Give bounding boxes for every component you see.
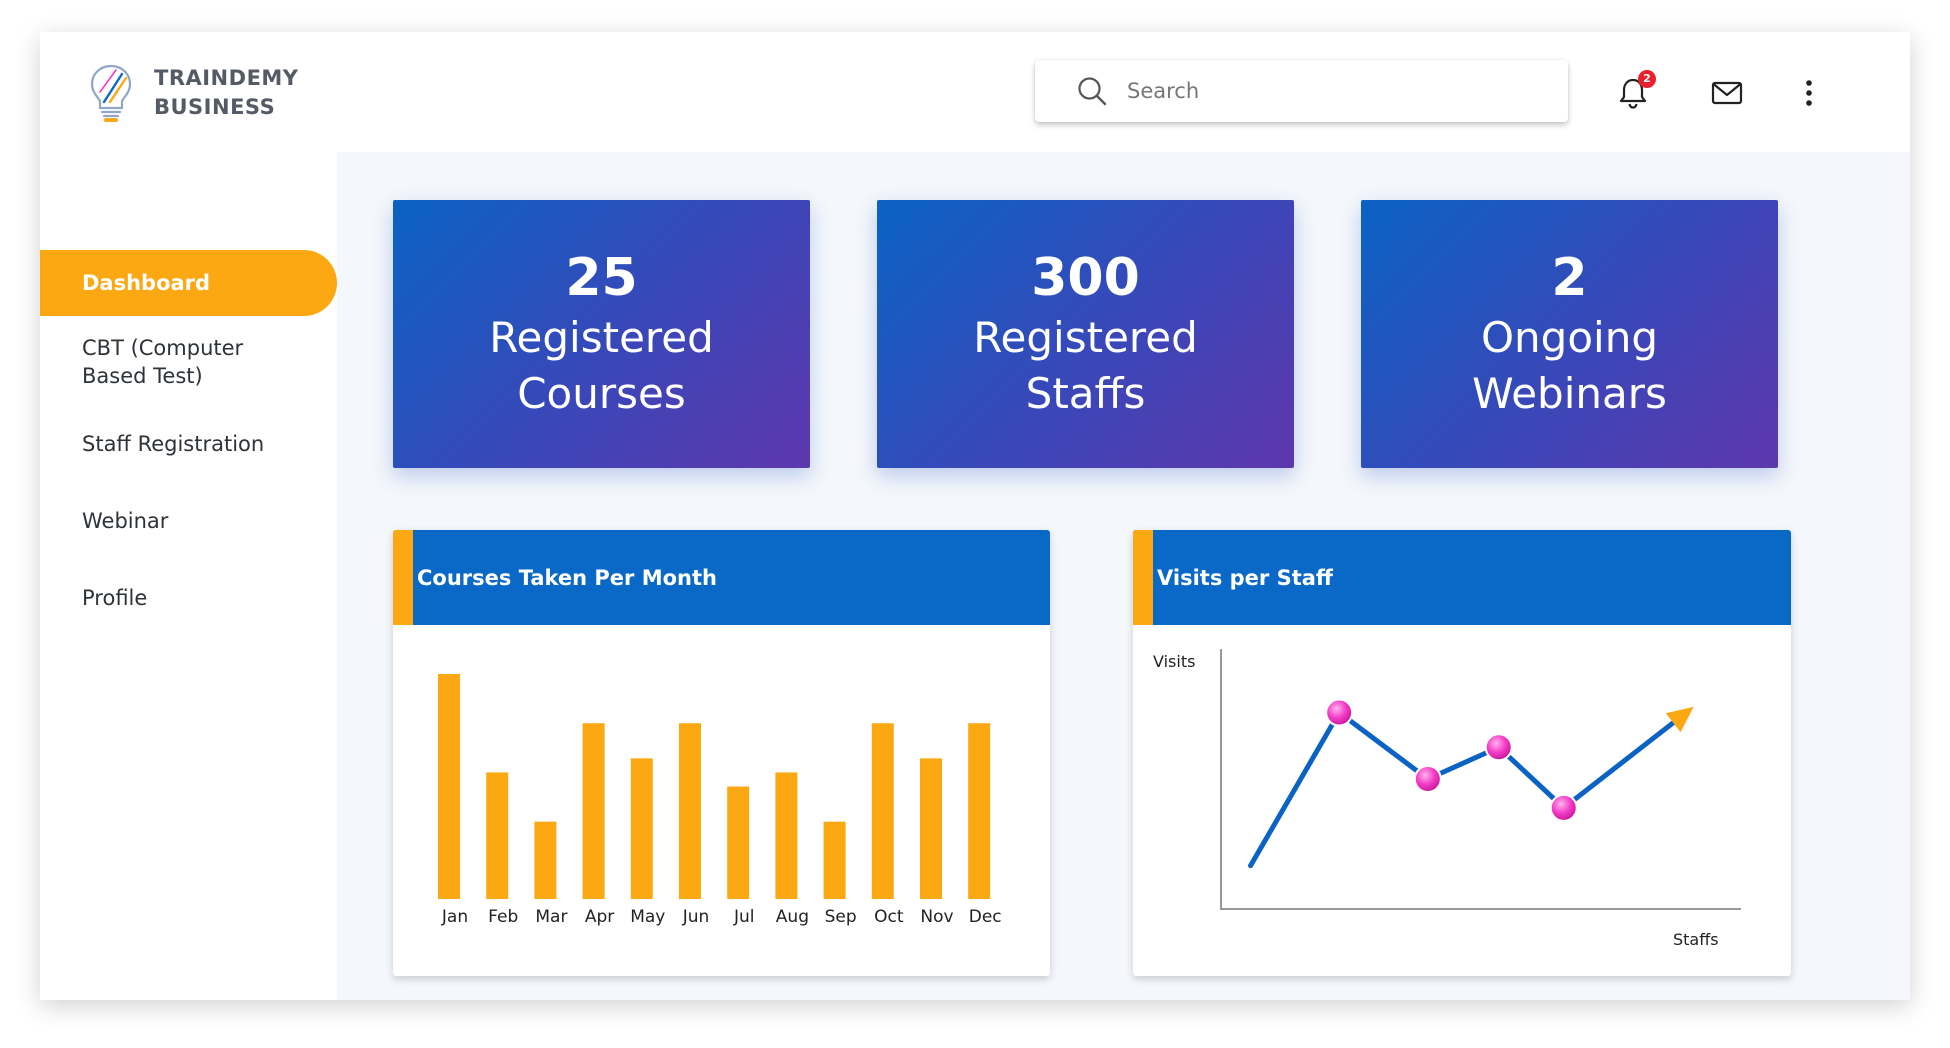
stat-label: Registered Courses [489,313,714,418]
bar-dec[interactable] [968,723,991,899]
search-icon [1078,77,1107,106]
x-tick-label: Jul [733,907,755,927]
stat-value: 300 [1031,248,1140,308]
search-input[interactable] [1127,79,1507,103]
arrowhead-icon [1665,706,1694,733]
sidebar-item-staff-registration[interactable]: Staff Registration [40,430,337,458]
sidebar-item-label: Profile [82,586,148,610]
sidebar-item-label: Dashboard [82,271,211,295]
search-box[interactable] [1035,60,1568,122]
y-axis-label: Visits [1153,652,1195,671]
x-tick-label: May [630,907,665,927]
stat-label: Registered Staffs [973,313,1198,418]
sidebar-item-label: CBT (Computer Based Test) [82,336,244,388]
sidebar-item-webinar[interactable]: Webinar [40,507,337,535]
visits-chart-header: Visits per Staff [1133,530,1791,625]
sidebar-item-label: Staff Registration [82,432,265,456]
data-point[interactable] [1413,765,1442,793]
x-tick-label: Jan [441,907,468,927]
logo-line-1: TRAINDEMY [154,66,299,90]
x-tick-label: Mar [535,907,567,927]
app-window: TRAINDEMY BUSINESS 2 Dashboard CBT (Comp… [40,32,1910,1000]
logo[interactable]: TRAINDEMY BUSINESS [86,62,299,124]
data-point[interactable] [1325,698,1354,727]
courses-chart-card: Courses Taken Per Month Jan Feb Mar Apr May J… [393,530,1050,976]
stat-value: 2 [1551,248,1588,308]
x-tick-label: Jun [682,907,710,927]
courses-chart-header: Courses Taken Per Month [393,530,1050,625]
bar-apr[interactable] [582,723,605,899]
sidebar-item-label: Webinar [82,509,169,533]
data-point[interactable] [1549,793,1578,822]
bar-oct[interactable] [871,723,894,899]
chart-title: Visits per Staff [1157,565,1333,590]
logo-line-2: BUSINESS [154,95,276,119]
bar-jun[interactable] [679,723,701,899]
stat-card-webinars[interactable]: 2 Ongoing Webinars [1361,200,1778,468]
bar-jul[interactable] [727,786,750,900]
x-tick-label: Oct [874,907,904,927]
x-tick-label: Aug [776,907,809,927]
bar-may[interactable] [630,758,653,899]
x-tick-label: Dec [969,907,1002,927]
sidebar-item-dashboard[interactable]: Dashboard [40,250,337,316]
chart-title: Courses Taken Per Month [417,565,717,590]
stat-card-courses[interactable]: 25 Registered Courses [393,200,810,468]
stat-label: Ongoing Webinars [1472,313,1667,418]
axes [1220,649,1741,910]
sidebar-item-cbt[interactable]: CBT (Computer Based Test) [40,334,300,390]
x-tick-label: Apr [585,907,614,927]
bar-sep[interactable] [823,821,846,899]
stat-value: 25 [565,248,638,308]
more-vertical-icon[interactable] [1792,76,1826,110]
data-point[interactable] [1484,733,1513,762]
sidebar-item-profile[interactable]: Profile [40,584,337,612]
notification-badge[interactable]: 2 [1638,70,1656,88]
x-axis-label: Staffs [1673,930,1719,949]
sidebar: Dashboard CBT (Computer Based Test) Staf… [40,152,337,1000]
stat-card-staffs[interactable]: 300 Registered Staffs [877,200,1294,468]
bar-mar[interactable] [534,821,557,899]
lightbulb-logo-icon [90,64,132,122]
visits-line-chart: Visits Staffs [1153,649,1741,949]
main-content: 25 Registered Courses 300 Registered Sta… [337,152,1910,1000]
visits-chart-card: Visits per Staff Visits Staffs [1133,530,1791,976]
series-line-visits [1248,710,1684,869]
courses-bar-chart: Jan Feb Mar Apr May Jun Jul Aug Sep Oct Nov Dec [438,674,1002,927]
bar-aug[interactable] [775,772,798,899]
mail-icon[interactable] [1710,76,1744,110]
x-tick-label: Feb [488,907,518,927]
logo-text: TRAINDEMY BUSINESS [154,64,299,122]
bar-jan[interactable] [438,674,460,899]
x-tick-label: Nov [920,907,953,927]
bar-feb[interactable] [486,772,509,899]
x-tick-label: Sep [825,907,857,927]
bar-nov[interactable] [920,758,942,899]
